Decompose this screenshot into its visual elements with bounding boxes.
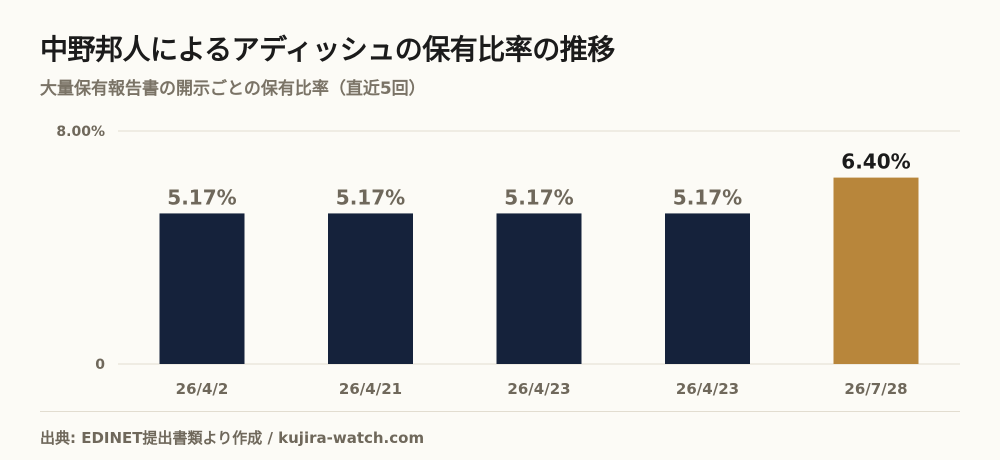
bar-value-label: 6.40% xyxy=(841,150,910,174)
y-tick-label: 0 xyxy=(95,357,105,373)
x-tick-label: 26/4/23 xyxy=(507,380,570,398)
bar xyxy=(833,177,919,364)
bar-value-label: 5.17% xyxy=(336,185,405,209)
bar-value-label: 5.17% xyxy=(673,185,742,209)
footer-divider xyxy=(40,411,960,412)
x-tick-label: 26/4/23 xyxy=(676,380,739,398)
x-tick-label: 26/7/28 xyxy=(844,380,907,398)
bar xyxy=(665,213,750,364)
chart-title: 中野邦人によるアディッシュの保有比率の推移 xyxy=(40,33,615,66)
source-note: 出典: EDINET提出書類より作成 / kujira-watch.com xyxy=(40,429,425,447)
y-tick-label: 8.00% xyxy=(56,124,105,140)
bar-chart: 0 8.00% 5.17% 26/4/2 5.17% 26/4/21 5.17% 26/4/2… xyxy=(56,124,960,398)
x-tick-label: 26/4/21 xyxy=(339,380,402,398)
bar xyxy=(496,213,582,364)
bar-value-label: 5.17% xyxy=(167,185,236,209)
chart-subtitle: 大量保有報告書の開示ごとの保有比率（直近5回） xyxy=(40,79,426,99)
bar-value-label: 5.17% xyxy=(504,185,573,209)
x-tick-label: 26/4/2 xyxy=(176,380,229,398)
bar xyxy=(159,213,245,364)
bar xyxy=(328,213,413,364)
